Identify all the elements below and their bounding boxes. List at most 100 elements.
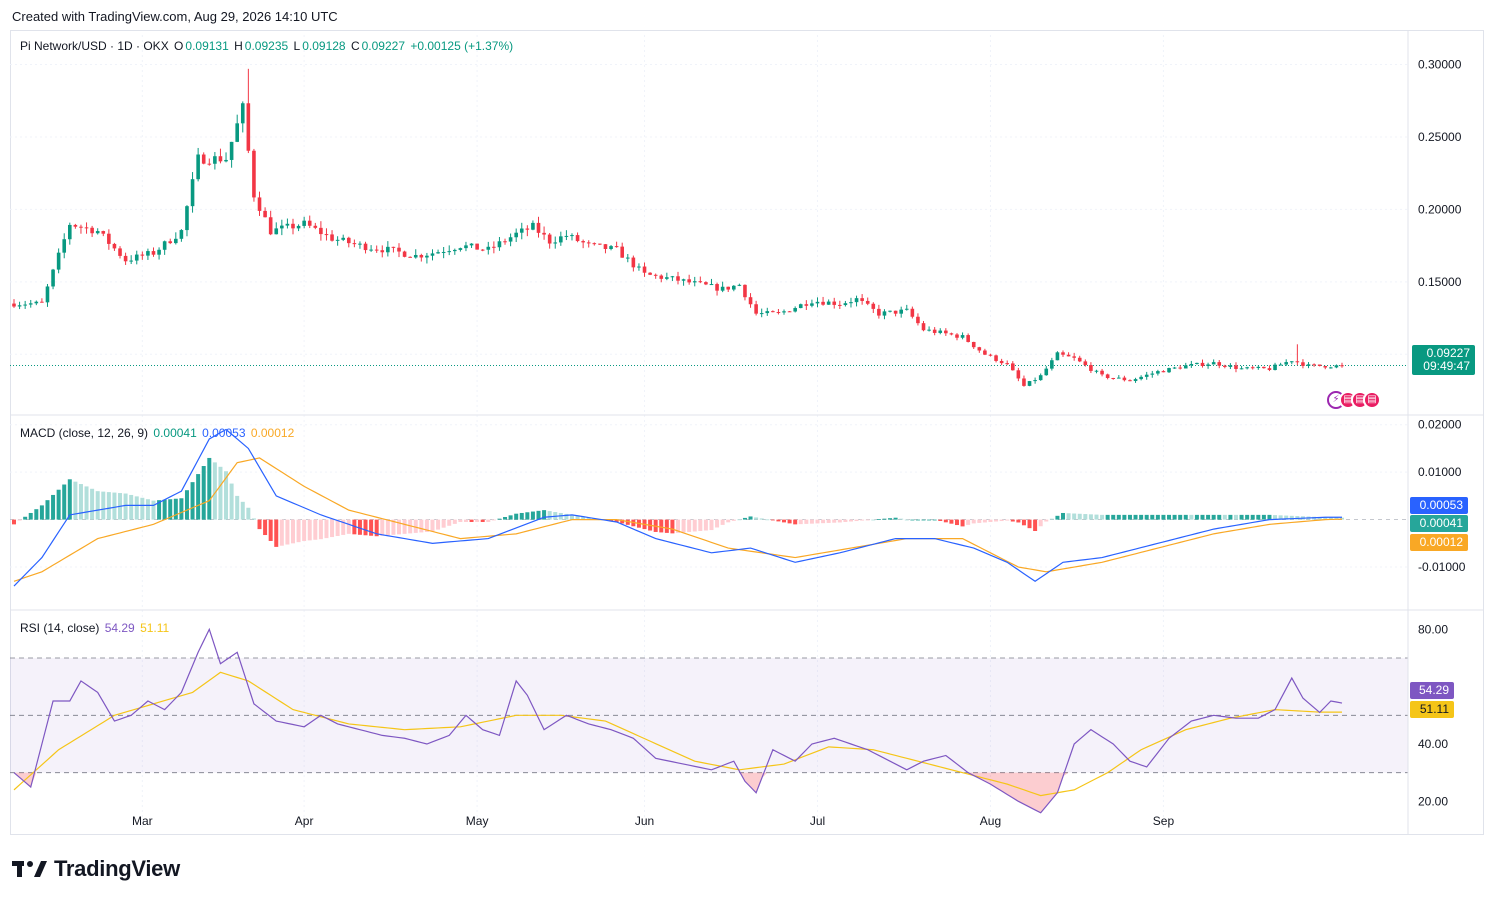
candle-body[interactable] [95,231,100,234]
candle-body[interactable] [1072,356,1076,358]
candle-body[interactable] [1250,367,1255,369]
candle-body[interactable] [932,329,937,333]
candle-body[interactable] [374,249,379,251]
candle-body[interactable] [291,223,295,229]
candle-body[interactable] [218,156,223,162]
candle-body[interactable] [1027,381,1032,386]
candle-body[interactable] [977,347,982,351]
candle-body[interactable] [190,179,195,207]
candle-body[interactable] [676,276,680,281]
candle-body[interactable] [464,245,468,249]
candle-body[interactable] [575,235,580,242]
candle-body[interactable] [1172,367,1177,369]
candle-body[interactable] [1284,362,1289,365]
candle-body[interactable] [787,311,792,313]
symbol-label[interactable]: Pi Network/USD · 1D · OKX [20,39,169,53]
candle-body[interactable] [731,285,736,290]
candle-body[interactable] [983,350,987,355]
candle-body[interactable] [776,312,781,314]
candle-body[interactable] [402,251,407,257]
candle-body[interactable] [1144,374,1149,377]
candle-body[interactable] [386,246,390,253]
candle-body[interactable] [899,309,903,314]
candle-body[interactable] [67,224,72,240]
candle-body[interactable] [107,233,111,244]
candle-body[interactable] [503,241,507,243]
candle-body[interactable] [330,234,334,241]
candle-body[interactable] [1089,365,1093,371]
candle-body[interactable] [285,223,290,226]
candle-body[interactable] [681,279,686,281]
candle-body[interactable] [508,237,513,242]
candle-body[interactable] [469,243,474,246]
candle-body[interactable] [196,154,200,180]
candle-body[interactable] [425,255,429,258]
candle-body[interactable] [369,249,373,251]
candle-body[interactable] [726,286,731,290]
candle-body[interactable] [1167,368,1171,373]
candle-body[interactable] [849,302,853,304]
candle-body[interactable] [631,257,636,268]
candle-body[interactable] [84,227,89,229]
candle-body[interactable] [1256,366,1261,369]
candle-body[interactable] [179,230,184,239]
candle-body[interactable] [1077,357,1082,362]
candle-body[interactable] [1038,375,1043,381]
candle-body[interactable] [380,250,385,253]
candle-body[interactable] [296,225,301,229]
candle-body[interactable] [542,232,546,235]
candle-body[interactable] [1044,368,1049,376]
candle-body[interactable] [174,238,178,244]
candle-body[interactable] [1178,367,1182,369]
candle-body[interactable] [648,272,652,275]
candle-body[interactable] [73,224,78,227]
candle-body[interactable] [90,227,94,234]
candle-body[interactable] [1239,368,1244,370]
rsi-title[interactable]: RSI (14, close) [20,621,100,635]
candle-body[interactable] [1273,364,1277,371]
candle-body[interactable] [23,304,27,306]
candle-body[interactable] [910,308,915,317]
candle-body[interactable] [832,301,837,305]
candle-body[interactable] [1306,364,1311,366]
candle-body[interactable] [994,355,998,361]
candle-body[interactable] [129,260,133,262]
candle-body[interactable] [51,269,55,287]
candle-body[interactable] [324,234,329,236]
candle-body[interactable] [436,252,440,254]
candle-body[interactable] [938,330,943,333]
candle-body[interactable] [1111,377,1116,379]
candle-body[interactable] [1016,370,1021,379]
candle-body[interactable] [1133,379,1138,382]
candle-body[interactable] [79,226,83,228]
candle-body[interactable] [319,227,323,235]
candle-body[interactable] [123,255,128,262]
candle-body[interactable] [1010,363,1015,371]
candle-body[interactable] [240,103,245,124]
candle-body[interactable] [453,249,457,252]
candle-body[interactable] [581,241,585,243]
candle-body[interactable] [391,246,396,248]
candle-body[interactable] [1055,352,1060,361]
macd-title[interactable]: MACD (close, 12, 26, 9) [20,426,149,440]
candle-body[interactable] [877,308,881,316]
candle-body[interactable] [838,304,842,306]
candle-body[interactable] [754,304,758,314]
candle-body[interactable] [1329,367,1333,369]
candle-body[interactable] [430,253,435,256]
candle-body[interactable] [1183,365,1188,369]
candle-body[interactable] [536,222,541,233]
candle-body[interactable] [1223,365,1227,367]
candle-body[interactable] [1122,377,1127,381]
candle-body[interactable] [1061,352,1065,355]
candle-body[interactable] [268,217,273,235]
candle-body[interactable] [966,335,970,342]
candle-body[interactable] [916,316,920,324]
candle-body[interactable] [56,252,61,270]
candle-body[interactable] [1340,365,1344,367]
candle-body[interactable] [871,303,876,309]
candle-body[interactable] [854,298,859,303]
candle-body[interactable] [564,235,569,237]
candle-body[interactable] [40,301,44,303]
candle-body[interactable] [865,300,870,304]
